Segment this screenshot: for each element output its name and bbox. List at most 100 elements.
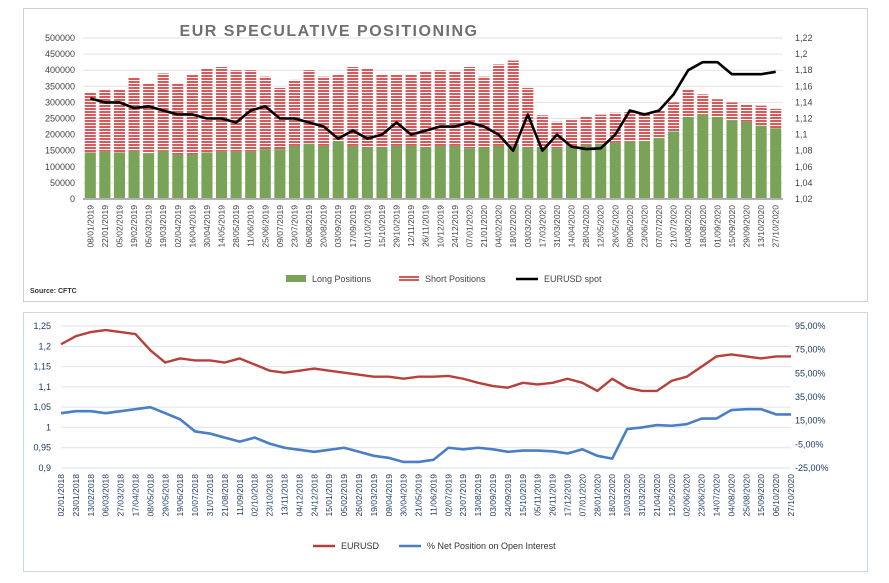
x-tick-label: 28/04/2020	[581, 205, 591, 248]
net-position-line	[60, 405, 791, 464]
legend-label-spot: EURUSD spot	[544, 274, 602, 284]
x-tick-label: 31/03/2020	[552, 205, 562, 248]
short-bar	[755, 105, 767, 126]
long-bar	[653, 137, 665, 199]
long-bar	[463, 148, 475, 199]
short-bar	[434, 70, 446, 146]
right-tick-label: 1,12	[795, 114, 813, 124]
x-tick-label: 15/01/2019	[324, 474, 334, 517]
left-tick-label: 500000	[45, 33, 75, 43]
long-bar	[128, 150, 140, 199]
x-tick-label: 10/03/2020	[622, 474, 632, 517]
x-tick-label: 03/09/2019	[333, 205, 343, 248]
long-bar	[609, 142, 621, 199]
left-tick-label: 350000	[45, 81, 75, 91]
short-bar	[536, 115, 548, 148]
short-bar	[157, 73, 169, 151]
short-bar	[682, 89, 694, 117]
long-bar	[478, 147, 490, 199]
right-tick-label: -25,00%	[795, 463, 829, 473]
left-tick-label: 400000	[45, 65, 75, 75]
right-tick-label: 1,18	[795, 65, 813, 75]
x-tick-label: 05/03/2019	[144, 205, 154, 248]
x-tick-label: 24/12/2019	[450, 205, 460, 248]
x-tick-label: 17/03/2020	[537, 205, 547, 248]
right-tick-label: 1,04	[795, 178, 813, 188]
right-tick-label: 1,14	[795, 97, 813, 107]
short-bar	[405, 74, 417, 146]
x-tick-label: 13/11/2018	[279, 474, 289, 516]
x-tick-label: 01/09/2020	[712, 205, 722, 248]
x-tick-label: 02/04/2019	[173, 205, 183, 248]
x-tick-label: 28/05/2019	[231, 205, 241, 248]
x-tick-label: 03/03/2020	[523, 205, 533, 248]
right-tick-label: 55,00%	[795, 368, 826, 378]
short-bar	[361, 68, 373, 148]
short-bar	[332, 75, 344, 142]
left-tick-label: 1	[46, 422, 51, 432]
x-tick-label: 13/08/2019	[473, 474, 483, 517]
short-bar	[478, 76, 490, 148]
x-tick-label: 07/01/2020	[464, 205, 474, 248]
short-bar	[391, 74, 403, 146]
right-tick-label: 35,00%	[795, 392, 826, 402]
long-bar	[493, 145, 505, 199]
x-tick-label: 26/11/2019	[421, 205, 431, 247]
x-tick-label: 21/07/2020	[669, 205, 679, 248]
x-tick-label: 06/03/2018	[101, 474, 111, 517]
right-tick-label: 95,00%	[795, 321, 826, 331]
short-bar	[288, 79, 300, 146]
x-tick-label: 10/07/2018	[190, 474, 200, 517]
short-bar	[566, 120, 578, 146]
short-bar	[595, 114, 607, 144]
right-tick-label: 1,16	[795, 81, 813, 91]
x-tick-label: 05/11/2019	[533, 474, 543, 516]
x-tick-label: 13/10/2020	[756, 205, 766, 248]
x-tick-label: 11/09/2018	[235, 474, 245, 516]
short-bar	[624, 112, 636, 142]
net-position-chart-panel: 0,9 0,95 1 1,05 1,1 1,15 1,2 1,25 -25,00% -5,00% 1…	[23, 312, 868, 572]
long-bar	[157, 150, 169, 199]
x-tick-label: 06/08/2019	[304, 205, 314, 248]
legend-swatch-long	[286, 275, 306, 282]
long-bar	[449, 145, 461, 199]
long-bar	[755, 125, 767, 199]
x-tick-label: 02/10/2018	[250, 474, 260, 517]
x-tick-label: 27/03/2018	[116, 474, 126, 517]
x-tick-label: 10/12/2019	[435, 205, 445, 248]
x-tick-label: 05/02/2019	[114, 205, 124, 248]
long-bar	[347, 145, 359, 199]
x-tick-label: 13/02/2018	[86, 474, 96, 517]
left-tick-label: 450000	[45, 49, 75, 59]
x-tick-label: 09/06/2020	[625, 205, 635, 248]
x-tick-label: 21/08/2018	[220, 474, 230, 517]
legend-swatch-short	[399, 275, 419, 282]
chart-title: EUR SPECULATIVE POSITIONING	[180, 23, 479, 40]
long-bar	[288, 145, 300, 199]
short-bar	[726, 102, 738, 121]
long-bar	[391, 145, 403, 199]
long-bar	[697, 114, 709, 199]
left-tick-label: 0,9	[38, 463, 51, 473]
right-tick-label: 1,1	[795, 130, 808, 140]
long-bar	[638, 141, 650, 199]
long-bar	[551, 148, 563, 199]
left-tick-label: 100000	[45, 162, 75, 172]
source-note: Source: CFTC	[30, 288, 77, 295]
long-bar	[201, 152, 213, 199]
short-bar	[609, 112, 621, 143]
short-bar	[507, 60, 519, 146]
short-bar	[711, 99, 723, 117]
left-tick-label: 1,25	[33, 321, 51, 331]
x-tick-label: 14/05/2019	[217, 205, 227, 248]
x-tick-label: 02/07/2019	[443, 474, 453, 517]
x-tick-label: 28/01/2020	[592, 474, 602, 517]
long-bar	[230, 151, 242, 199]
x-tick-label: 03/09/2019	[488, 474, 498, 517]
x-tick-label: 23/06/2020	[639, 205, 649, 248]
x-tick-label: 05/02/2019	[339, 474, 349, 517]
x-tick-label: 17/04/2018	[130, 474, 140, 517]
legend-label-net: % Net Position on Open Interest	[427, 541, 556, 551]
long-bar	[668, 131, 680, 199]
x-tick-label: 22/01/2019	[100, 205, 110, 248]
